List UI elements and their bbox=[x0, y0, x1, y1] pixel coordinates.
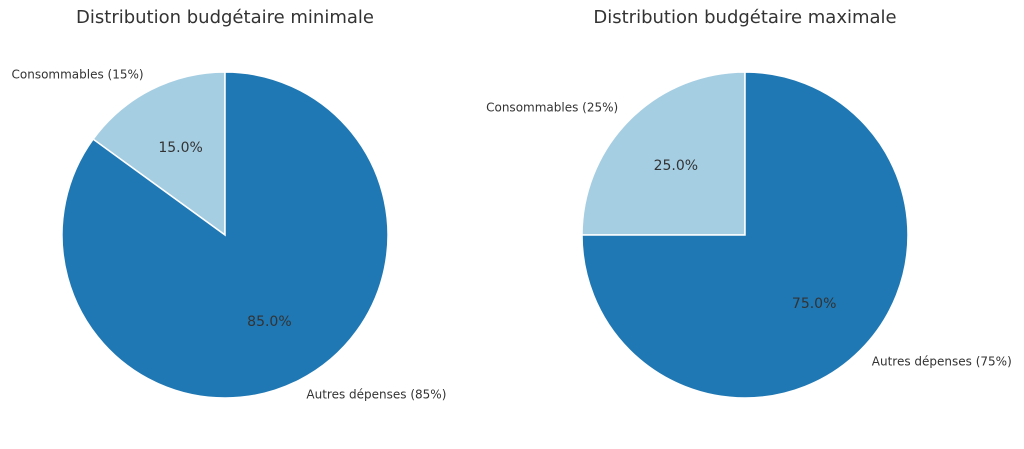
slice-label: Consommables (15%) bbox=[12, 68, 144, 82]
pie-slice bbox=[581, 71, 909, 399]
percent-label: 85.0% bbox=[247, 314, 291, 330]
slice-label: Autres dépenses (75%) bbox=[872, 354, 1012, 368]
percent-label: 75.0% bbox=[792, 296, 836, 312]
slice-label: Autres dépenses (85%) bbox=[306, 387, 446, 401]
chart-title: Distribution budgétaire minimale bbox=[76, 7, 374, 28]
slice-label: Consommables (25%) bbox=[486, 101, 618, 115]
pie-slice bbox=[581, 71, 746, 236]
percent-label: 25.0% bbox=[654, 158, 698, 174]
percent-label: 15.0% bbox=[158, 140, 202, 156]
pie-slice bbox=[92, 71, 226, 237]
chart-title: Distribution budgétaire maximale bbox=[593, 7, 896, 28]
pie-slice bbox=[61, 71, 389, 399]
